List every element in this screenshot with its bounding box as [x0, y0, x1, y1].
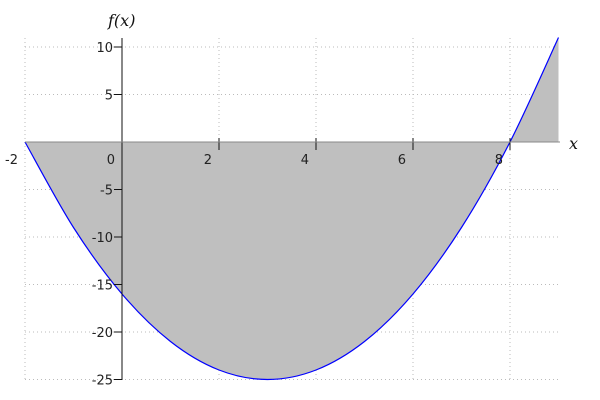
axes — [25, 38, 560, 380]
y-tick-label: 10 — [96, 41, 113, 56]
area-fill — [25, 37, 559, 380]
x-tick-label: -2 — [5, 153, 18, 168]
x-tick-label: 6 — [398, 153, 406, 168]
x-tick-label: 4 — [301, 153, 309, 168]
y-tick-label: -20 — [92, 326, 113, 341]
y-tick-label: -10 — [92, 231, 113, 246]
y-tick-label: 5 — [105, 89, 113, 104]
x-tick-label: 8 — [495, 153, 503, 168]
x-axis-label: x — [569, 134, 578, 153]
y-axis-label: f(x) — [107, 11, 135, 30]
y-tick-label: -25 — [92, 374, 113, 389]
x-tick-label: 0 — [107, 153, 115, 168]
series-line — [24, 37, 560, 381]
y-tick-label: -15 — [92, 279, 113, 294]
x-tick-label: 2 — [204, 153, 212, 168]
y-tick-label: -5 — [100, 184, 113, 199]
